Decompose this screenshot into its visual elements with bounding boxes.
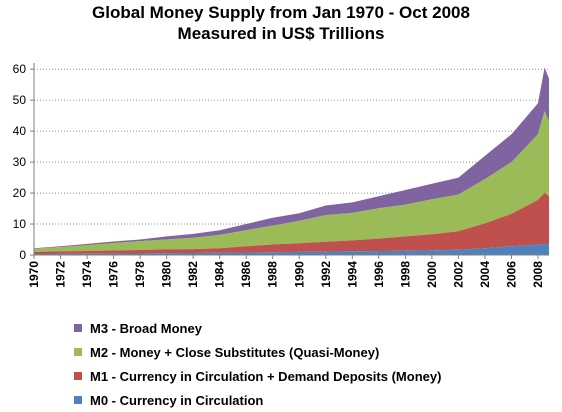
legend: M3 - Broad Money M2 - Money + Close Subst… [74,316,441,412]
chart-title: Global Money Supply from Jan 1970 - Oct … [0,2,562,44]
legend-swatch-m1 [74,372,82,380]
y-tick-label-20: 20 [13,186,27,200]
x-tick-label-2004: 2004 [478,261,492,288]
legend-item-m2: M2 - Money + Close Substitutes (Quasi-Mo… [74,340,441,364]
legend-label-m2: M2 - Money + Close Substitutes (Quasi-Mo… [90,344,380,360]
x-tick-label-2008: 2008 [531,261,545,288]
area-series-m1 [34,192,549,255]
chart-title-line-1: Global Money Supply from Jan 1970 - Oct … [92,3,470,22]
x-tick-label-1980: 1980 [160,261,174,288]
x-tick-label-1992: 1992 [319,261,333,288]
y-tick-label-10: 10 [13,217,27,231]
legend-label-m1: M1 - Currency in Circulation + Demand De… [90,368,442,384]
area-series-m2 [34,111,549,252]
x-tick-label-1976: 1976 [107,261,121,288]
x-tick-label-1994: 1994 [345,261,359,288]
legend-swatch-m3 [74,324,82,332]
x-tick-label-1996: 1996 [372,261,386,288]
x-tick-label-1972: 1972 [54,261,68,288]
x-tick-label-1982: 1982 [186,261,200,288]
chart-title-line-2: Measured in US$ Trillions [177,24,385,43]
y-tick-label-40: 40 [13,124,27,138]
y-tick-label-60: 60 [13,62,27,76]
y-tick-label-30: 30 [13,155,27,169]
x-tick-label-1988: 1988 [266,261,280,288]
legend-label-m0: M0 - Currency in Circulation [90,392,264,408]
x-tick-label-1970: 1970 [27,261,41,288]
x-tick-label-1990: 1990 [292,261,306,288]
x-tick-label-1984: 1984 [213,261,227,288]
x-tick-label-1978: 1978 [133,261,147,288]
legend-item-m1: M1 - Currency in Circulation + Demand De… [74,364,441,388]
legend-label-m3: M3 - Broad Money [90,320,202,336]
x-tick-label-1998: 1998 [398,261,412,288]
legend-item-m3: M3 - Broad Money [74,316,441,340]
x-tick-label-2006: 2006 [504,261,518,288]
x-tick-label-2002: 2002 [451,261,465,288]
y-tick-label-50: 50 [13,93,27,107]
x-tick-label-1974: 1974 [80,261,94,288]
legend-swatch-m2 [74,348,82,356]
x-tick-label-1986: 1986 [239,261,253,288]
legend-item-m0: M0 - Currency in Circulation [74,388,441,412]
y-tick-label-0: 0 [19,248,26,262]
area-series-m0 [34,243,549,255]
x-tick-label-2000: 2000 [425,261,439,288]
legend-swatch-m0 [74,396,82,404]
